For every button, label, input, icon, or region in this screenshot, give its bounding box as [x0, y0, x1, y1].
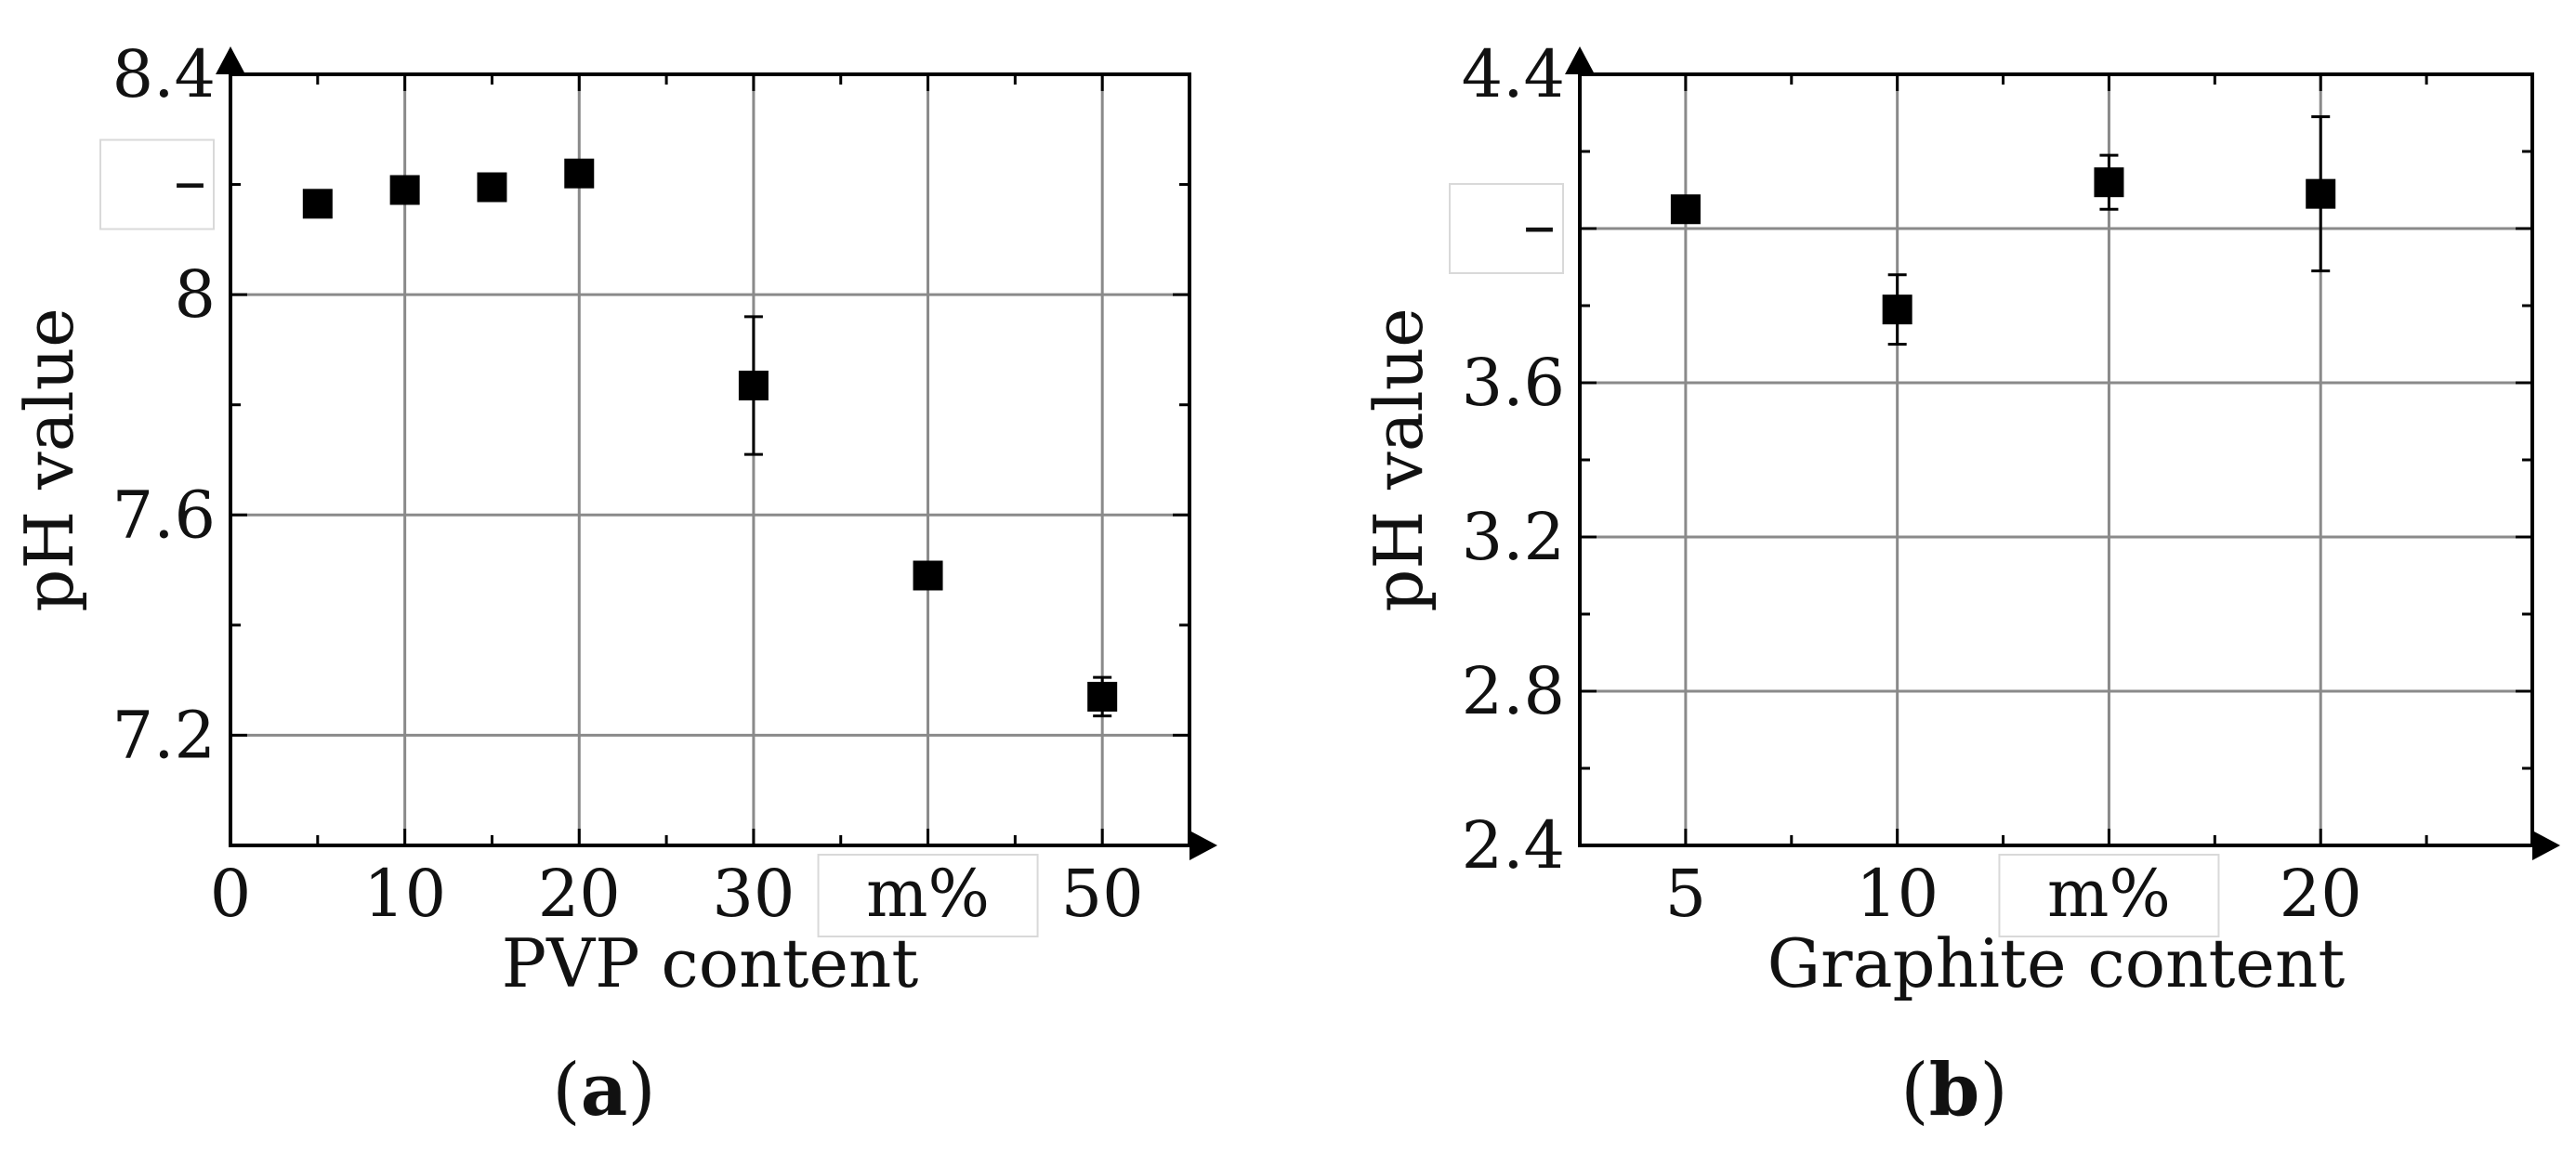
data-point [1670, 194, 1701, 225]
panel-label: (b) [1900, 1048, 2007, 1132]
panel-label: (a) [552, 1048, 655, 1132]
x-axis-arrow [2532, 831, 2560, 860]
panel-a: 0 10 20 30 50 7.2 7.6 8 8.4 m% – PVP content pH valu… [10, 36, 1217, 1132]
x-axis-title: PVP content [502, 924, 919, 1002]
x-overlay-label: m% [866, 856, 990, 932]
data-point [2306, 178, 2336, 209]
x-tick-label: 0 [210, 856, 252, 932]
y-tick-label: 7.2 [112, 697, 216, 773]
y-tick-label: 7.6 [112, 477, 216, 553]
x-overlay-box [1998, 854, 2220, 937]
y-tick-label: 2.8 [1462, 653, 1565, 729]
data-point [477, 172, 507, 203]
panel-b: 5 10 20 2.4 2.8 3.2 3.6 4.4 m% – Graphite content p… [1360, 36, 2560, 1132]
x-overlay-box [817, 854, 1039, 937]
x-tick-label: 50 [1061, 856, 1144, 932]
data-point [2094, 167, 2124, 198]
plot-frame [229, 72, 1191, 847]
x-tick-label: 20 [2280, 856, 2362, 932]
y-tick-label: 2.4 [1462, 807, 1565, 884]
y-tick-label: 4.4 [1462, 36, 1565, 112]
x-tick-label: 20 [538, 856, 621, 932]
x-axis-arrow [1189, 831, 1217, 860]
y-axis-arrow [1565, 46, 1595, 74]
x-tick-label: 10 [363, 856, 446, 932]
y-overlay-label: – [1523, 187, 1556, 263]
data-point [1087, 681, 1118, 712]
data-point [1882, 295, 1912, 325]
y-tick-label: 8.4 [112, 36, 216, 112]
y-axis-arrow [216, 46, 245, 74]
data-point [389, 175, 420, 205]
x-tick-label: 10 [1856, 856, 1939, 932]
plot-frame [1578, 72, 2534, 847]
y-axis-title: pH value [1360, 308, 1438, 611]
y-tick-label: 3.2 [1462, 499, 1565, 575]
x-overlay-label: m% [2047, 856, 2171, 932]
y-axis-title: pH value [10, 308, 88, 611]
x-tick-label: 30 [712, 856, 795, 932]
y-tick-label: 3.6 [1462, 345, 1565, 421]
data-point [302, 189, 333, 219]
y-overlay-box [99, 138, 215, 230]
y-overlay-box [1449, 183, 1564, 274]
data-point [913, 560, 943, 591]
x-tick-label: 5 [1665, 856, 1707, 932]
data-point [564, 158, 595, 189]
data-point [738, 370, 769, 400]
x-axis-title: Graphite content [1768, 924, 2346, 1002]
y-overlay-label: – [174, 143, 206, 219]
y-tick-label: 8 [174, 256, 216, 333]
